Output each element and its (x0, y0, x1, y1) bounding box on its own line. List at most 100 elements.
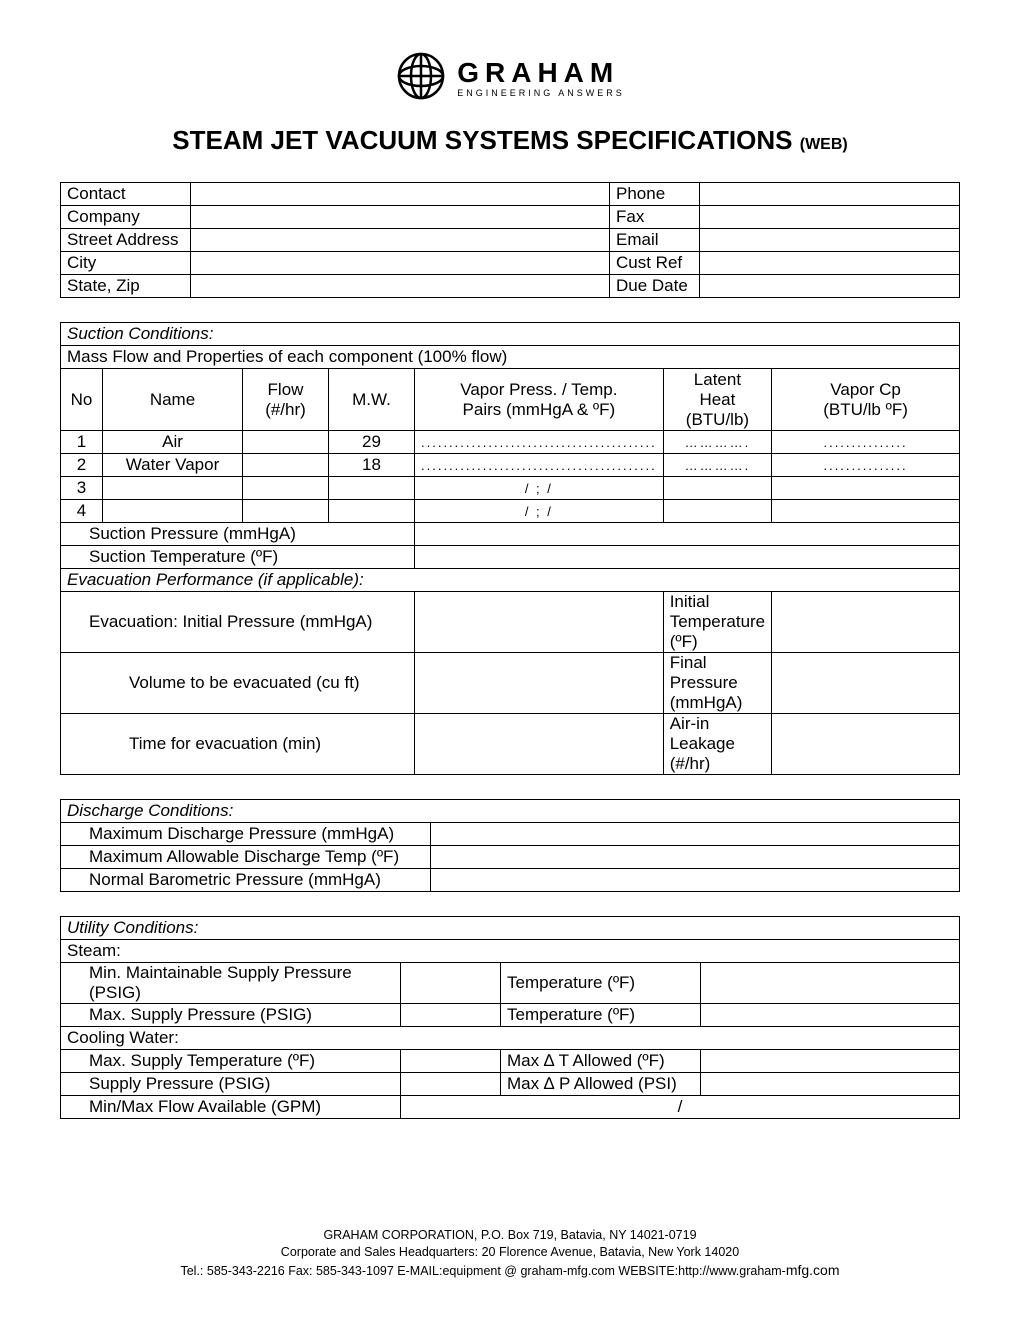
row-vp[interactable]: / ; / (415, 477, 664, 500)
logo-block: GRAHAM ENGINEERING ANSWERS (60, 50, 960, 107)
row-flow[interactable] (243, 477, 329, 500)
evac-header: Evacuation Performance (if applicable): (61, 569, 960, 592)
contact-left-label: State, Zip (61, 275, 191, 298)
page-footer: GRAHAM CORPORATION, P.O. Box 719, Batavi… (0, 1227, 1020, 1280)
suction-subheader: Mass Flow and Properties of each compone… (61, 346, 960, 369)
steam-left-value[interactable] (401, 963, 501, 1004)
utility-table: Utility Conditions: Steam: Min. Maintain… (60, 916, 960, 1119)
cw-right-value[interactable] (701, 1050, 960, 1073)
row-cp[interactable]: ............... (772, 431, 960, 454)
contact-left-label: Company (61, 206, 191, 229)
evac-left-value[interactable] (415, 653, 664, 714)
contact-right-value[interactable] (700, 229, 960, 252)
contact-left-value[interactable] (191, 206, 610, 229)
utility-header: Utility Conditions: (61, 917, 960, 940)
cw-right-value[interactable] (701, 1073, 960, 1096)
col-no: No (61, 369, 103, 431)
row-latent[interactable]: …………. (663, 431, 771, 454)
contact-right-value[interactable] (700, 183, 960, 206)
row-cp[interactable]: ............... (772, 454, 960, 477)
cw-left-value[interactable] (401, 1050, 501, 1073)
steam-right-value[interactable] (701, 963, 960, 1004)
cw-left-label: Max. Supply Temperature (ºF) (61, 1050, 401, 1073)
evac-left-label: Volume to be evacuated (cu ft) (61, 653, 415, 714)
footer-line-2: Corporate and Sales Headquarters: 20 Flo… (0, 1244, 1020, 1261)
steam-right-value[interactable] (701, 1004, 960, 1027)
col-name: Name (103, 369, 243, 431)
row-mw (329, 500, 415, 523)
contact-right-value[interactable] (700, 252, 960, 275)
evac-right-value[interactable] (772, 592, 960, 653)
row-mw (329, 477, 415, 500)
cw-left-label: Supply Pressure (PSIG) (61, 1073, 401, 1096)
col-cp: Vapor Cp (BTU/lb ºF) (772, 369, 960, 431)
cw-right-label: Max ∆ P Allowed (PSI) (501, 1073, 701, 1096)
suction-header: Suction Conditions: (61, 323, 960, 346)
flow-label: Min/Max Flow Available (GPM) (61, 1096, 401, 1119)
contact-left-value[interactable] (191, 252, 610, 275)
evac-right-value[interactable] (772, 714, 960, 775)
contact-left-value[interactable] (191, 275, 610, 298)
suction-temp-label: Suction Temperature (ºF) (61, 546, 415, 569)
row-latent[interactable] (663, 477, 771, 500)
evac-left-label: Evacuation: Initial Pressure (mmHgA) (61, 592, 415, 653)
row-cp[interactable] (772, 477, 960, 500)
row-vp[interactable]: / ; / (415, 500, 664, 523)
steam-left-value[interactable] (401, 1004, 501, 1027)
discharge-value[interactable] (431, 823, 960, 846)
page-title: STEAM JET VACUUM SYSTEMS SPECIFICATIONS … (60, 125, 960, 156)
row-flow[interactable] (243, 431, 329, 454)
discharge-label: Maximum Allowable Discharge Temp (ºF) (61, 846, 431, 869)
row-vp[interactable]: ........................................… (415, 454, 664, 477)
footer-line-3b: mfg.com (786, 1262, 840, 1278)
discharge-value[interactable] (431, 869, 960, 892)
globe-icon (395, 50, 447, 107)
col-vp: Vapor Press. / Temp. Pairs (mmHgA & ºF) (415, 369, 664, 431)
discharge-header: Discharge Conditions: (61, 800, 960, 823)
row-name: Water Vapor (103, 454, 243, 477)
suction-pressure-value[interactable] (415, 523, 960, 546)
contact-right-value[interactable] (700, 206, 960, 229)
contact-left-label: Contact (61, 183, 191, 206)
row-no: 2 (61, 454, 103, 477)
row-cp[interactable] (772, 500, 960, 523)
footer-line-3: Tel.: 585-343-2216 Fax: 585-343-1097 E-M… (0, 1261, 1020, 1280)
contact-right-label: Email (610, 229, 700, 252)
steam-right-label: Temperature (ºF) (501, 1004, 701, 1027)
row-name (103, 477, 243, 500)
col-mw: M.W. (329, 369, 415, 431)
discharge-label: Normal Barometric Pressure (mmHgA) (61, 869, 431, 892)
row-vp[interactable]: ........................................… (415, 431, 664, 454)
contact-right-label: Phone (610, 183, 700, 206)
contact-left-label: City (61, 252, 191, 275)
contact-right-label: Cust Ref (610, 252, 700, 275)
row-no: 1 (61, 431, 103, 454)
evac-left-value[interactable] (415, 592, 664, 653)
row-latent[interactable] (663, 500, 771, 523)
row-no: 3 (61, 477, 103, 500)
contact-right-value[interactable] (700, 275, 960, 298)
row-latent[interactable]: …………. (663, 454, 771, 477)
discharge-value[interactable] (431, 846, 960, 869)
contact-table: ContactPhoneCompanyFaxStreet AddressEmai… (60, 182, 960, 298)
evac-right-label: Air-in Leakage (#/hr) (663, 714, 771, 775)
row-name (103, 500, 243, 523)
suction-temp-value[interactable] (415, 546, 960, 569)
steam-left-label: Min. Maintainable Supply Pressure (PSIG) (61, 963, 401, 1004)
tagline-text: ENGINEERING ANSWERS (457, 89, 625, 98)
row-flow[interactable] (243, 454, 329, 477)
contact-left-value[interactable] (191, 229, 610, 252)
brand-text: GRAHAM (457, 59, 619, 87)
cw-left-value[interactable] (401, 1073, 501, 1096)
contact-left-value[interactable] (191, 183, 610, 206)
steam-label: Steam: (61, 940, 960, 963)
title-suffix: (WEB) (800, 136, 848, 153)
row-flow[interactable] (243, 500, 329, 523)
evac-right-value[interactable] (772, 653, 960, 714)
row-name: Air (103, 431, 243, 454)
evac-left-value[interactable] (415, 714, 664, 775)
flow-value[interactable]: / (401, 1096, 960, 1119)
steam-left-label: Max. Supply Pressure (PSIG) (61, 1004, 401, 1027)
discharge-label: Maximum Discharge Pressure (mmHgA) (61, 823, 431, 846)
steam-right-label: Temperature (ºF) (501, 963, 701, 1004)
